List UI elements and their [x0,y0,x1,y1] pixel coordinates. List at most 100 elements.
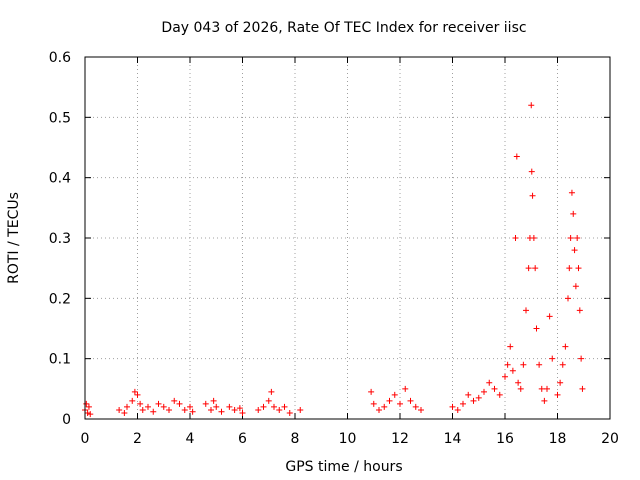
data-point [176,400,183,407]
data-point [386,397,393,404]
data-point [412,403,419,410]
data-point [570,210,577,217]
data-point [402,385,409,392]
x-tick-label: 16 [496,431,514,447]
x-tick-label: 14 [444,431,462,447]
chart-title: Day 043 of 2026, Rate Of TEC Index for r… [161,20,526,36]
data-point [397,400,403,407]
data-point [145,403,151,410]
data-point [565,295,571,302]
data-point [525,265,532,272]
data-point [87,411,94,418]
data-point [202,400,209,407]
data-point [533,325,540,332]
data-point [578,355,585,362]
x-tick-label: 2 [133,431,142,447]
data-point [189,408,196,415]
data-point [538,385,545,392]
data-point [528,102,535,109]
data-point [562,343,569,350]
data-point [418,406,424,413]
data-point [509,367,516,374]
data-point [370,400,377,407]
data-point [208,406,214,413]
data-point [574,235,581,241]
data-point [475,394,482,401]
x-tick-label: 18 [549,431,567,447]
data-point [265,397,272,404]
data-point [181,406,188,413]
ticks: 0 2 4 6 8 10 12 14 16 18 20 0 0.1 0.2 0.3 0.4 0.5 0.6 [49,50,619,447]
data-point [465,391,472,398]
x-tick-label: 4 [186,431,195,447]
data-point [218,408,225,415]
y-tick-label: 0.4 [49,171,71,187]
data-point [491,385,498,392]
data-point [368,388,375,395]
data-point [381,403,388,410]
data-point [517,385,524,392]
data-point [481,388,487,395]
data-point [559,361,566,368]
data-point [566,265,573,272]
data-point [213,403,220,410]
data-point [297,406,304,413]
data-point [129,397,136,404]
data-point [575,265,582,272]
data-point [376,406,382,413]
data-point [523,307,529,314]
grid [85,57,610,419]
data-point [137,400,144,407]
data-point [568,189,575,196]
data-point [255,406,262,413]
data-point [530,235,537,241]
data-point [449,403,456,410]
data-point [131,388,138,395]
data-point [536,361,543,368]
y-tick-label: 0 [62,412,71,428]
data-point [286,409,293,416]
data-point [155,400,162,407]
data-point [520,361,527,368]
data-point [576,307,583,314]
data-point [567,235,574,241]
x-tick-label: 0 [81,431,90,447]
data-point [160,403,167,410]
data-point [236,405,243,412]
x-tick-label: 12 [391,431,409,447]
data-point [231,406,238,413]
data-point [507,343,514,350]
data-point [210,397,217,404]
data-point [239,409,246,416]
data-point [504,361,511,368]
data-point [276,406,283,413]
data-point [187,403,193,410]
data-point [546,313,553,320]
data-point [486,379,493,386]
y-tick-label: 0.5 [49,110,71,126]
data-point [528,168,535,175]
data-point [529,192,536,199]
data-point [139,406,146,413]
data-point [572,283,579,290]
data-point [116,406,123,413]
data-point [502,373,508,380]
data-point [134,391,141,398]
data-point [121,409,128,416]
data-point [512,235,519,241]
data-point [268,388,275,395]
y-tick-label: 0.1 [49,352,71,368]
x-tick-label: 20 [601,431,619,447]
data-point [515,379,522,386]
plot-frame [84,56,611,420]
data-point [557,379,564,386]
y-tick-label: 0.3 [49,231,71,247]
data-point [166,406,172,413]
y-tick-label: 0.2 [49,291,71,307]
data-point [84,409,91,416]
x-tick-label: 8 [291,431,300,447]
data-point [271,403,277,410]
data-point [260,403,267,410]
data-point [124,403,130,410]
